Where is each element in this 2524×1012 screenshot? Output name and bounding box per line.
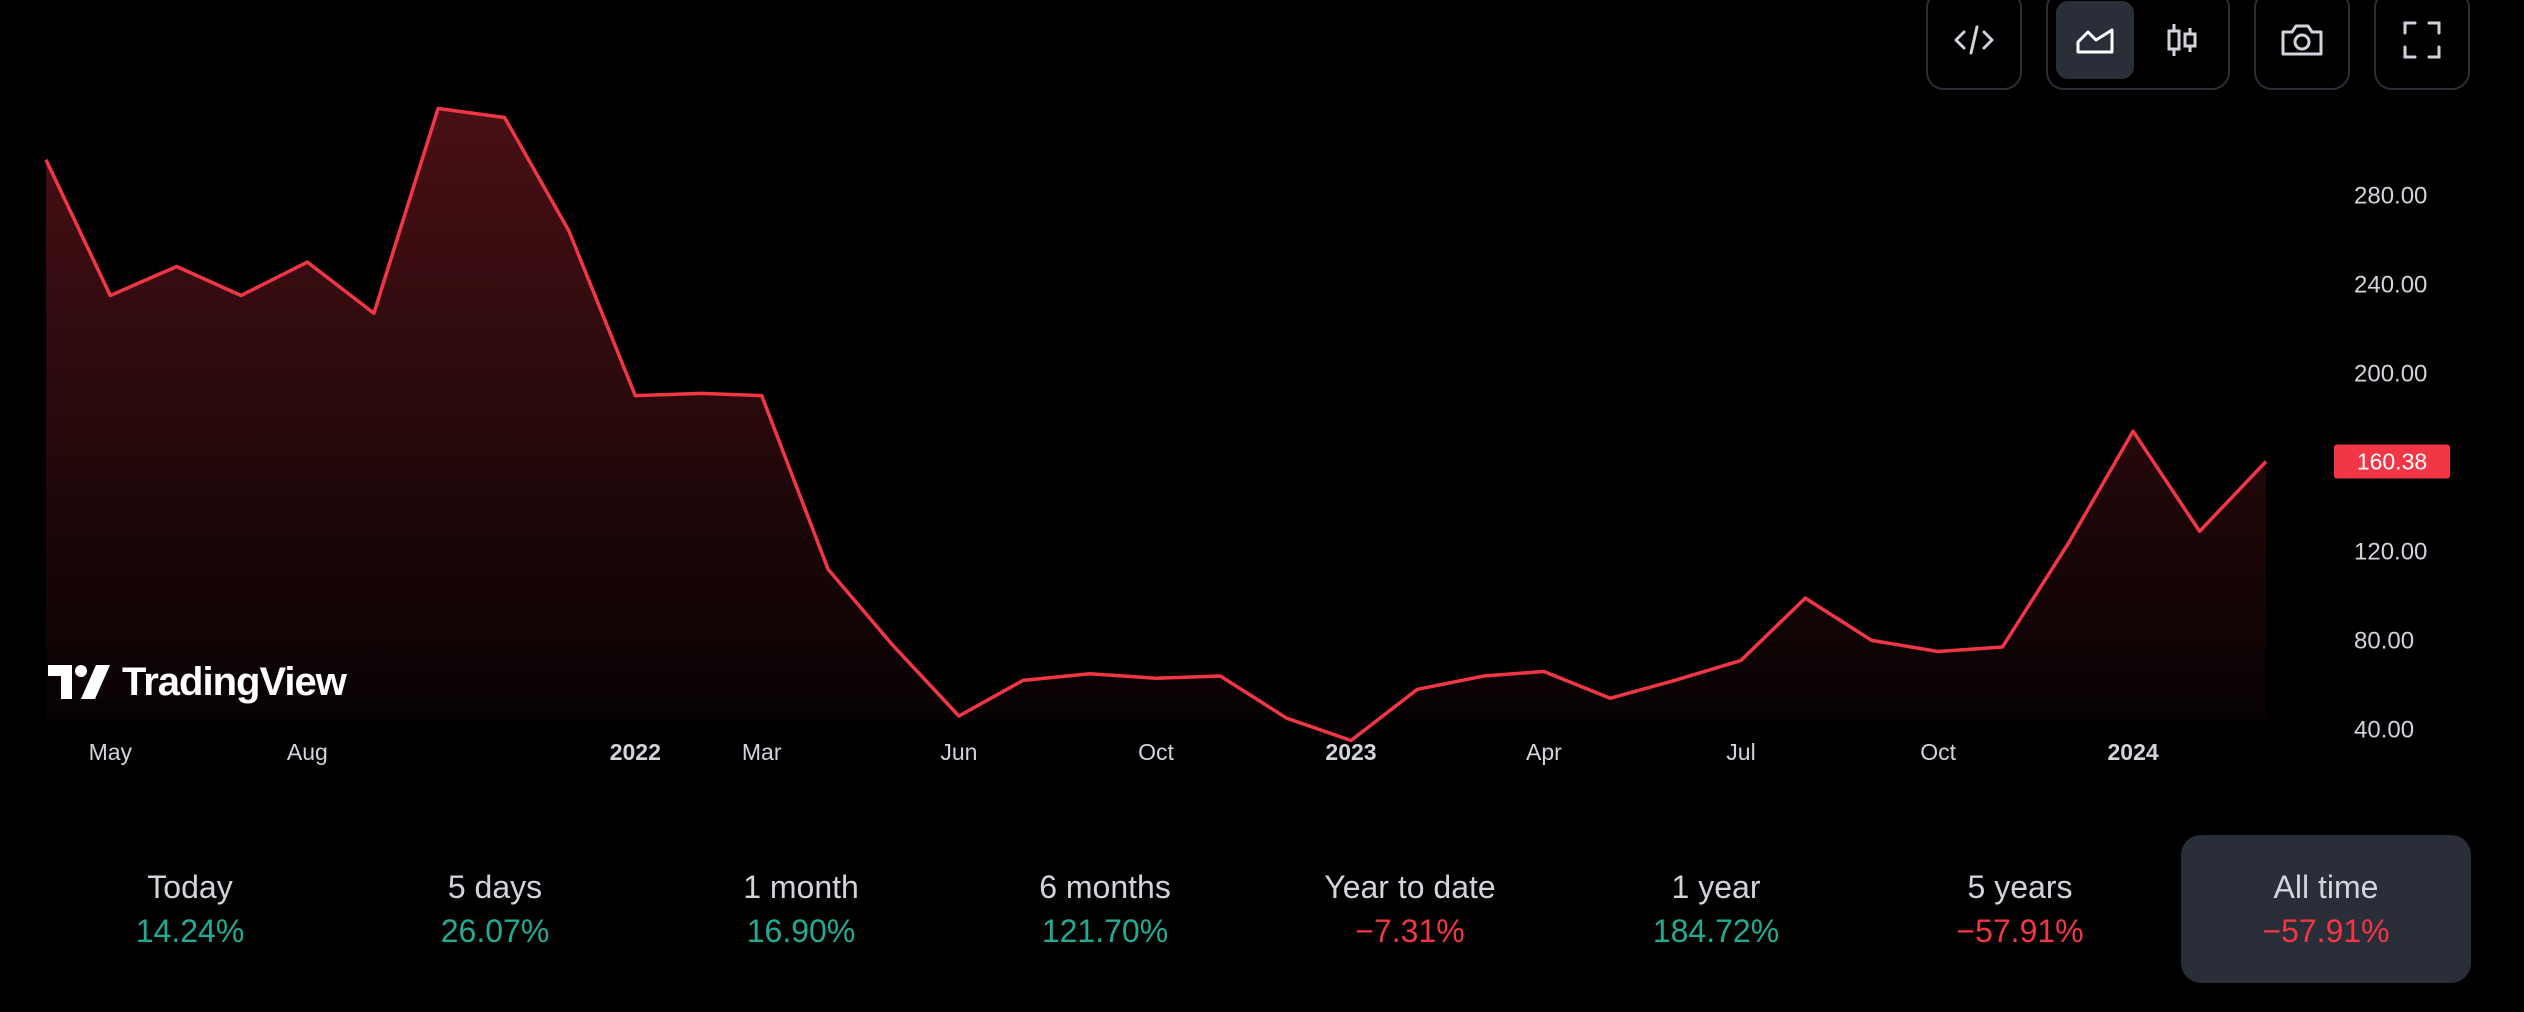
tradingview-logo: TradingView	[48, 652, 347, 712]
period-change: 26.07%	[440, 913, 550, 949]
x-tick-label: Jun	[940, 739, 977, 765]
price-point	[174, 264, 180, 270]
price-point	[435, 106, 441, 112]
period-1-year[interactable]: 1 year 184.72%	[1571, 835, 1861, 983]
area-chart-icon	[2076, 28, 2114, 54]
price-point	[889, 642, 895, 648]
price-point	[2263, 459, 2269, 465]
price-point	[1802, 595, 1808, 601]
current-price-label: 160.38	[2357, 449, 2427, 475]
period-change: −57.91%	[1956, 913, 2084, 949]
period-change: −57.91%	[2262, 913, 2390, 949]
price-point	[1217, 673, 1223, 679]
price-point	[1087, 671, 1093, 677]
price-chart[interactable]: 280.00 240.00 200.00 120.00 80.00 40.00 May Au…	[0, 0, 2524, 800]
price-point	[1153, 675, 1159, 681]
period-label: 5 days	[447, 869, 543, 905]
period-1-month[interactable]: 1 month 16.90%	[656, 835, 946, 983]
y-tick-label: 80.00	[2354, 627, 2414, 654]
period-label: 5 years	[1967, 869, 2073, 905]
embed-button[interactable]	[1926, 0, 2022, 90]
price-point	[1869, 637, 1875, 643]
price-point	[1020, 677, 1026, 683]
period-label: 6 months	[1039, 869, 1171, 905]
price-point	[2130, 428, 2136, 434]
period-5-days[interactable]: 5 days 26.07%	[350, 835, 640, 983]
price-series-line	[44, 106, 2268, 743]
price-point	[1738, 657, 1744, 663]
x-tick-label: Oct	[1138, 739, 1174, 765]
period-label: Today	[147, 869, 233, 905]
price-point	[1541, 669, 1547, 675]
period-year-to-date[interactable]: Year to date −7.31%	[1265, 835, 1555, 983]
tradingview-logo-icon	[48, 665, 110, 699]
period-performance-bar: Today 14.24% 5 days 26.07% 1 month 16.90…	[0, 835, 2524, 985]
x-tick-label: Oct	[1920, 739, 1956, 765]
price-point	[2197, 528, 2203, 534]
price-area-fill	[46, 108, 2266, 741]
x-tick-year-label: 2023	[1325, 739, 1376, 765]
period-label: 1 year	[1671, 869, 1761, 905]
price-point	[1999, 644, 2005, 650]
price-point	[759, 393, 765, 399]
price-point	[238, 293, 244, 299]
y-tick-label: 40.00	[2354, 716, 2414, 743]
x-tick-label: Apr	[1526, 739, 1562, 765]
snapshot-button[interactable]	[2254, 0, 2350, 90]
y-tick-label: 200.00	[2354, 360, 2427, 387]
price-point	[1414, 686, 1420, 692]
price-point	[107, 293, 113, 299]
period-change: −7.31%	[1355, 913, 1465, 949]
period-5-years[interactable]: 5 years −57.91%	[1875, 835, 2165, 983]
current-price-tag: 160.38	[2334, 444, 2450, 479]
price-point	[502, 115, 508, 121]
price-tag-background	[2334, 444, 2450, 479]
period-change: 14.24%	[135, 913, 245, 949]
price-point	[43, 157, 49, 163]
price-point	[632, 393, 638, 399]
price-point	[1284, 715, 1290, 721]
y-axis: 280.00 240.00 200.00 120.00 80.00 40.00	[2354, 182, 2427, 743]
price-point	[1607, 695, 1613, 701]
chart-type-toggle	[2046, 0, 2230, 90]
candlestick-icon	[2167, 24, 2197, 56]
price-point	[1672, 677, 1678, 683]
area-chart-button[interactable]	[2056, 1, 2134, 79]
period-change: 121.70%	[1041, 913, 1169, 949]
period-today[interactable]: Today 14.24%	[45, 835, 335, 983]
price-point	[825, 566, 831, 572]
period-6-months[interactable]: 6 months 121.70%	[960, 835, 1250, 983]
period-change: 184.72%	[1652, 913, 1780, 949]
price-point	[566, 228, 572, 234]
y-tick-label: 120.00	[2354, 538, 2427, 565]
x-tick-year-label: 2024	[2108, 739, 2159, 765]
y-tick-label: 240.00	[2354, 271, 2427, 298]
price-point	[304, 259, 310, 265]
x-tick-year-label: 2022	[610, 739, 661, 765]
x-tick-label: Jul	[1726, 739, 1755, 765]
price-point	[956, 713, 962, 719]
candlestick-button[interactable]	[2142, 1, 2220, 79]
price-point	[699, 390, 705, 396]
y-tick-label: 280.00	[2354, 182, 2427, 209]
period-label: Year to date	[1324, 869, 1496, 905]
x-axis: May Aug 2022 Mar Jun Oct 2023 Apr Jul Oct 2024	[89, 739, 2159, 765]
chart-toolbar	[0, 0, 2524, 100]
price-point	[371, 310, 377, 316]
x-tick-label: Mar	[742, 739, 782, 765]
camera-icon	[2281, 24, 2323, 56]
period-all-time[interactable]: All time −57.91%	[2181, 835, 2471, 983]
code-embed-icon	[1954, 25, 1994, 55]
period-label: 1 month	[743, 869, 859, 905]
fullscreen-icon	[2403, 21, 2441, 59]
period-change: 16.90%	[746, 913, 856, 949]
period-label: All time	[2273, 869, 2379, 905]
x-tick-label: Aug	[287, 739, 328, 765]
fullscreen-button[interactable]	[2374, 0, 2470, 90]
price-point	[1935, 649, 1941, 655]
x-tick-label: May	[89, 739, 133, 765]
price-point	[2066, 540, 2072, 546]
tradingview-wordmark: TradingView	[122, 659, 347, 704]
price-point	[1481, 673, 1487, 679]
